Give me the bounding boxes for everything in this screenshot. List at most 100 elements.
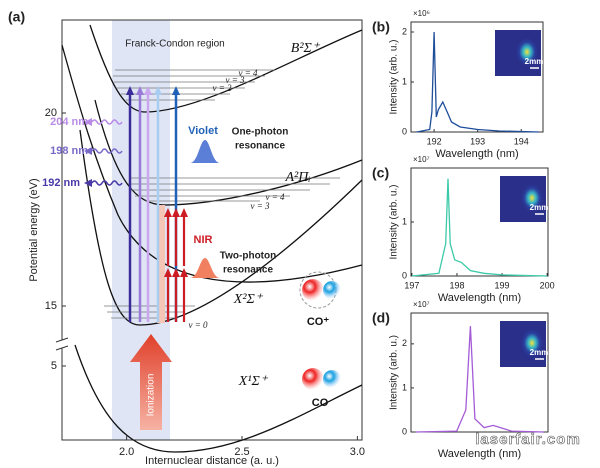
nir-band: [157, 205, 165, 323]
x-tick-label: 2.0: [119, 446, 134, 458]
annotation: Two-photon: [220, 251, 276, 262]
wavy-arrow: [91, 119, 123, 125]
plot-frame: [410, 21, 544, 133]
panel-label: (d): [372, 310, 390, 326]
y-axis-label: Intensity (arb. u.): [389, 335, 400, 410]
annotation: 192 nm: [42, 177, 80, 189]
wavy-arrow: [91, 148, 123, 154]
x-axis-label: Internuclear distance (a. u.): [145, 455, 279, 467]
potential-curve: [79, 129, 363, 326]
scale-label: ×10⁷: [413, 155, 430, 164]
x-axis-label: Wavelength (nm): [438, 448, 521, 460]
annotation: X²Σ⁺: [233, 292, 264, 307]
spectrum-line: [415, 326, 544, 433]
atom-o: [323, 281, 341, 299]
annotation: X¹Σ⁺: [238, 374, 269, 389]
potential-curve: [94, 99, 363, 206]
arrow-head: [180, 208, 188, 217]
annotation: v = 4: [265, 192, 285, 202]
annotation: 204 nm: [50, 116, 88, 128]
y-tick-label: 0: [402, 426, 407, 436]
watermark: laserfair.com: [475, 431, 581, 448]
annotation: resonance: [235, 141, 285, 152]
y-tick-label: 1: [402, 76, 407, 86]
atom-c: [302, 368, 324, 390]
x-tick-label: 2.5: [234, 446, 249, 458]
axis-break: [55, 345, 69, 351]
x-tick-label: 198: [449, 280, 464, 290]
atom-o: [323, 370, 341, 388]
arrow-head: [172, 208, 180, 217]
y-axis-label: Intensity (arb. u.): [389, 184, 400, 259]
axis-break-gap: [56, 340, 68, 348]
scale-label: ×10⁷: [413, 300, 430, 309]
axis-break: [55, 337, 69, 343]
x-axis-label: Wavelength (nm): [435, 148, 518, 160]
arrow-head: [84, 147, 92, 155]
potential-curve: [74, 344, 363, 453]
annotation: B²Σ⁺: [291, 41, 321, 56]
arrow-head: [126, 86, 134, 95]
arrow-head: [164, 208, 172, 217]
arrow-head: [84, 179, 92, 187]
annotation: v = 3: [250, 201, 270, 211]
annotation: v = 3: [225, 75, 245, 85]
plot-frame: [410, 312, 549, 433]
y-tick-label: 15: [45, 300, 57, 312]
inset-scale-label: 2mm: [525, 57, 544, 66]
spectrum-line: [416, 31, 539, 133]
y-tick-label: 5: [51, 360, 57, 372]
y-tick-label: 0: [402, 126, 407, 136]
y-tick-label: 20: [45, 107, 57, 119]
potential-curve: [61, 44, 363, 283]
x-tick-label: 194: [514, 136, 529, 146]
annotation: v = 4: [238, 68, 258, 78]
arrow-head: [136, 86, 144, 95]
panel-label: (a): [8, 9, 25, 25]
annotation: Ionization: [146, 374, 157, 417]
atom-c: [302, 279, 324, 301]
annotation: Violet: [188, 125, 218, 137]
panel-label: (c): [372, 165, 389, 181]
inset-scale-label: 2mm: [530, 203, 549, 212]
annotation: CO: [312, 397, 329, 409]
arrow-head: [172, 86, 180, 95]
scale-label: ×10⁶: [413, 9, 430, 18]
annotation: A²Πᵢ: [284, 170, 310, 185]
annotation: resonance: [223, 265, 273, 276]
beam-spot: [516, 38, 538, 66]
wavy-arrow: [91, 180, 123, 186]
beam-spot: [521, 184, 543, 212]
arrow-head: [180, 268, 188, 277]
frame: [61, 19, 363, 441]
y-tick-label: 0: [402, 270, 407, 280]
arrow-head: [164, 268, 172, 277]
inset-scale-label: 2mm: [530, 348, 549, 357]
arrow-head: [172, 268, 180, 277]
x-axis-label: Wavelength (nm): [438, 292, 521, 304]
y-tick-label: 1: [402, 382, 407, 392]
annotation: One-photon: [232, 127, 289, 138]
x-tick-label: 3.0: [350, 446, 365, 458]
y-axis-label: Intensity (arb. u.): [389, 39, 400, 114]
x-tick-label: 192: [427, 136, 442, 146]
arrow-head: [84, 118, 92, 126]
arrow-head: [154, 86, 162, 95]
nir-pulse: [190, 258, 220, 278]
y-tick-label: 1: [402, 216, 407, 226]
x-tick-label: 193: [470, 136, 485, 146]
violet-pulse: [190, 140, 220, 163]
potential-curve: [89, 24, 363, 113]
x-tick-label: 197: [404, 280, 419, 290]
x-tick-label: 200: [540, 280, 555, 290]
annotation: 198 nm: [50, 145, 88, 157]
annotation: CO⁺: [307, 316, 330, 328]
spectrum-line: [411, 178, 548, 277]
annotation: v = 0: [188, 320, 208, 330]
annotation: v = 2: [212, 83, 232, 93]
ionization-arrow: [130, 334, 172, 430]
annotation: Franck-Condon region: [125, 39, 225, 50]
y-tick-label: 2: [402, 338, 407, 348]
arrow-head: [144, 86, 152, 95]
